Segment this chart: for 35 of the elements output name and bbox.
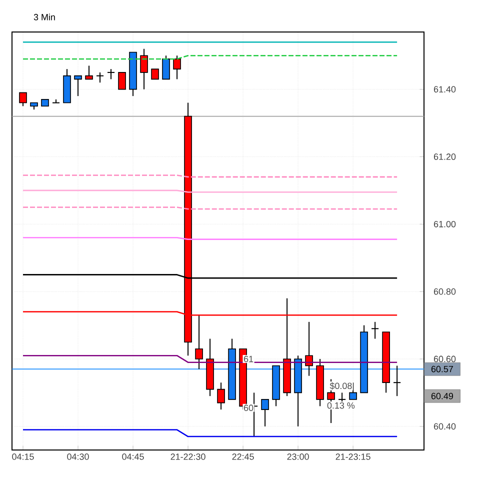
chart-title: 3 Min xyxy=(34,14,55,20)
y-tick-label: 60.60 xyxy=(434,356,456,362)
candlestick xyxy=(393,365,402,397)
candlestick xyxy=(74,75,82,97)
ref-line-label: 60.57 xyxy=(431,366,453,372)
candlestick xyxy=(96,72,104,84)
annotation: 61 xyxy=(244,356,254,362)
candlestick xyxy=(118,72,126,90)
candlestick xyxy=(151,68,159,80)
y-tick-label: 60.40 xyxy=(434,423,456,430)
x-tick-label: 04:15 xyxy=(12,454,34,460)
y-tick-label: 61.00 xyxy=(434,220,456,228)
x-tick-label: 23:00 xyxy=(287,454,309,460)
annotation: 0.13 % xyxy=(327,402,355,409)
candlestick xyxy=(106,68,116,80)
x-tick-label: 21-22:30 xyxy=(170,454,206,460)
x-tick-label: 21-23:15 xyxy=(336,454,370,460)
annotation: $0.08 xyxy=(330,382,352,390)
text: 60.49 xyxy=(431,392,453,400)
candlestick xyxy=(52,98,60,104)
x-tick-label: 04:45 xyxy=(122,454,144,460)
y-tick-label: 61.20 xyxy=(434,154,456,160)
y-tick-label: 60.80 xyxy=(434,288,456,295)
candlestick xyxy=(371,321,380,340)
x-tick-label: 04:30 xyxy=(67,454,89,460)
candlestick xyxy=(140,48,148,90)
candlestick xyxy=(261,398,269,427)
candlestick xyxy=(173,55,181,80)
candlestick xyxy=(217,382,225,410)
y-tick-label: 61.40 xyxy=(434,86,456,92)
x-tick-label: 22:45 xyxy=(232,454,254,460)
candlestick xyxy=(162,55,170,80)
candlestick xyxy=(19,92,27,107)
candlestick xyxy=(85,65,93,80)
annotation: 60 xyxy=(244,404,254,412)
